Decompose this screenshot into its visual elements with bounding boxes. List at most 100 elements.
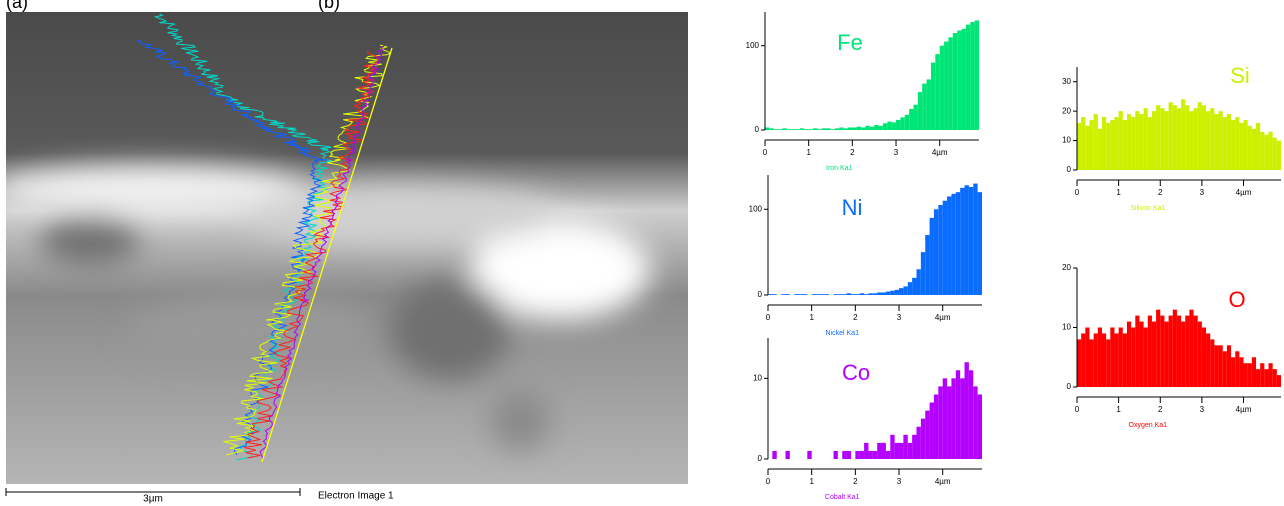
- bar: [1114, 117, 1119, 170]
- bar: [1077, 339, 1082, 387]
- bar: [1272, 137, 1277, 170]
- bar: [1110, 119, 1115, 170]
- bar: [846, 293, 851, 295]
- x-tick-label: 2: [853, 313, 858, 322]
- bar: [1181, 99, 1186, 170]
- bar: [965, 24, 971, 131]
- bar: [772, 450, 777, 459]
- x-tick-label: 2: [850, 148, 855, 157]
- bar: [874, 124, 879, 130]
- bar: [1239, 122, 1244, 170]
- bar: [885, 450, 891, 459]
- bar: [916, 426, 921, 459]
- bar: [1139, 114, 1144, 170]
- y-tick-label: 10: [753, 373, 762, 382]
- bar: [1206, 111, 1211, 170]
- bar: [859, 450, 865, 459]
- bar: [1181, 321, 1186, 387]
- x-tick-label: 2: [1158, 405, 1163, 414]
- bar: [1131, 327, 1136, 387]
- bar: [781, 294, 786, 295]
- bar: [948, 37, 953, 130]
- bar: [974, 20, 979, 130]
- bar: [769, 128, 774, 130]
- bar: [912, 434, 917, 459]
- bar: [960, 378, 965, 459]
- y-tick-label: 0: [758, 454, 763, 463]
- x-tick-label: 2: [1158, 188, 1163, 197]
- bar: [1164, 111, 1169, 170]
- panel-label: (b): [318, 0, 340, 12]
- bar: [1101, 333, 1107, 387]
- bar: [920, 252, 926, 295]
- scan-trace: [244, 49, 379, 459]
- element-label: O: [1228, 287, 1245, 312]
- bar: [1268, 363, 1273, 387]
- bar: [820, 294, 825, 295]
- x-tick-label: 3: [1200, 188, 1205, 197]
- bar: [864, 442, 869, 459]
- bar: [1214, 114, 1219, 170]
- bar: [786, 129, 792, 130]
- bar: [887, 121, 892, 130]
- bar: [877, 442, 882, 459]
- bar: [977, 394, 982, 459]
- panel-label: (a): [6, 0, 28, 12]
- bar: [1206, 333, 1211, 387]
- bar: [778, 129, 783, 130]
- bar: [1077, 122, 1082, 170]
- bar: [1247, 363, 1252, 387]
- bar: [1193, 108, 1198, 170]
- bar: [1276, 375, 1281, 387]
- bar: [916, 269, 921, 295]
- bar: [817, 129, 822, 130]
- bar: [891, 122, 897, 130]
- bar: [1210, 108, 1215, 170]
- y-tick-label: 0: [755, 125, 760, 134]
- bar: [947, 386, 952, 459]
- bar: [894, 289, 900, 295]
- y-tick-label: 0: [758, 290, 763, 299]
- bar: [1176, 315, 1182, 387]
- bar: [955, 370, 961, 459]
- bar: [765, 127, 770, 130]
- x-tick-label: 4µm: [932, 148, 948, 157]
- x-axis-label: Cobalt Ka1: [825, 494, 860, 501]
- bar: [899, 288, 904, 295]
- bar: [1143, 327, 1148, 387]
- bar: [961, 28, 966, 130]
- bar: [1118, 111, 1123, 170]
- bar: [933, 394, 939, 459]
- bar: [1193, 315, 1198, 387]
- bar: [881, 292, 886, 295]
- y-tick-label: 30: [1062, 77, 1071, 86]
- bar: [1093, 333, 1098, 387]
- bar: [1151, 321, 1157, 387]
- y-tick-label: 0: [1067, 165, 1072, 174]
- bar: [964, 185, 969, 295]
- bar: [785, 294, 790, 295]
- x-tick-label: 3: [897, 313, 902, 322]
- bar: [1214, 345, 1219, 387]
- bar: [869, 126, 875, 130]
- bar: [1164, 321, 1169, 387]
- bar: [816, 294, 821, 295]
- bar: [1097, 327, 1102, 387]
- bar: [1239, 357, 1244, 387]
- bar: [802, 294, 808, 295]
- bar: [824, 294, 830, 295]
- element-label: Si: [1230, 63, 1250, 88]
- bar: [1185, 105, 1190, 170]
- x-tick-label: 0: [1075, 188, 1080, 197]
- bar: [865, 125, 870, 130]
- bar: [830, 129, 835, 130]
- bar: [811, 294, 817, 295]
- bar: [973, 183, 978, 295]
- scan-trace: [153, 13, 333, 461]
- bar: [1097, 128, 1102, 170]
- bar: [1210, 339, 1215, 387]
- bar: [1231, 357, 1236, 387]
- x-tick-label: 1: [1116, 188, 1121, 197]
- bar: [1168, 315, 1173, 387]
- x-tick-label: 3: [1200, 405, 1205, 414]
